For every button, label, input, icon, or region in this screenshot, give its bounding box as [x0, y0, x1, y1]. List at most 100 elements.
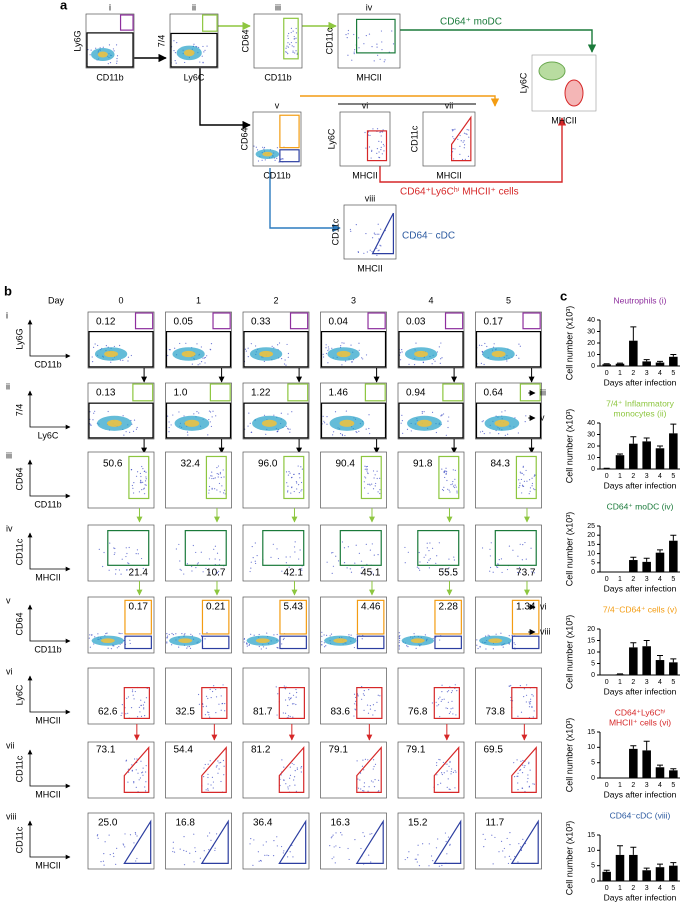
- event-dot: [244, 348, 247, 350]
- event-dot: [398, 640, 401, 642]
- event-dot: [507, 433, 509, 435]
- event-dot: [285, 783, 287, 785]
- bar: [655, 767, 665, 778]
- gate: [124, 635, 152, 650]
- error-bar: [657, 654, 663, 661]
- event-dot: [446, 707, 449, 710]
- event-dot: [374, 474, 376, 476]
- event-dot: [348, 634, 350, 636]
- event-dot: [201, 55, 203, 57]
- event-dot: [136, 549, 139, 551]
- event-dot: [508, 635, 510, 637]
- event-dot: [446, 786, 448, 788]
- event-dot: [143, 487, 145, 489]
- gate: [209, 383, 231, 402]
- axis-label: CD64: [239, 127, 249, 150]
- event-dot: [203, 51, 205, 53]
- event-dot: [90, 424, 92, 426]
- event-dot: [171, 644, 173, 646]
- y-tick-label: 30: [587, 431, 595, 438]
- event-dot: [93, 643, 95, 645]
- event-dot: [449, 788, 451, 791]
- event-dot: [451, 768, 453, 770]
- gate: [433, 745, 460, 794]
- event-dot: [377, 779, 380, 781]
- event-dot: [357, 695, 359, 697]
- event-dot: [377, 250, 379, 252]
- gate-percentage: 81.7: [253, 707, 273, 718]
- event-dot: [452, 771, 455, 773]
- side-label: v: [540, 412, 545, 422]
- event-dot: [454, 469, 456, 471]
- event-dot: [372, 714, 374, 716]
- event-dot: [489, 432, 491, 434]
- event-dot: [380, 30, 383, 32]
- event-dot: [295, 688, 297, 691]
- event-dot: [392, 43, 395, 45]
- event-dot: [204, 763, 206, 766]
- event-dot: [334, 411, 337, 413]
- event-dot: [115, 44, 118, 46]
- gate-percentage: 5.43: [284, 602, 304, 613]
- event-dot: [291, 411, 293, 413]
- x-tick-label: 5: [671, 885, 675, 892]
- event-dot: [362, 759, 364, 761]
- event-dot: [112, 48, 115, 50]
- event-dot: [453, 158, 455, 160]
- event-dot: [497, 566, 499, 568]
- event-dot: [282, 158, 284, 160]
- gate: [279, 114, 300, 149]
- event-dot: [287, 474, 290, 476]
- bar: [642, 441, 651, 469]
- event-dot: [483, 432, 485, 435]
- density-peak: [100, 638, 115, 644]
- event-dot: [121, 712, 123, 714]
- event-dot: [366, 465, 368, 468]
- event-dot: [448, 489, 450, 491]
- event-dot: [88, 637, 90, 639]
- event-dot: [325, 634, 328, 636]
- event-dot: [125, 713, 127, 715]
- event-dot: [286, 51, 288, 53]
- event-dot: [283, 363, 286, 365]
- gate: [355, 819, 384, 865]
- event-dot: [131, 689, 134, 691]
- event-dot: [213, 477, 215, 480]
- event-dot: [211, 471, 213, 473]
- day-number: 4: [428, 295, 433, 305]
- event-dot: [452, 485, 455, 487]
- axis-label: CD11c: [14, 755, 24, 782]
- event-dot: [286, 574, 289, 576]
- event-dot: [463, 147, 465, 149]
- event-dot: [220, 476, 222, 479]
- event-dot: [456, 492, 458, 494]
- event-dot: [521, 559, 523, 561]
- event-dot: [107, 63, 109, 65]
- event-dot: [89, 634, 91, 636]
- event-dot: [294, 551, 296, 553]
- event-dot: [321, 635, 323, 637]
- event-dot: [301, 569, 303, 571]
- event-dot: [431, 702, 434, 704]
- event-dot: [211, 690, 214, 693]
- event-dot: [287, 786, 289, 788]
- event-dot: [141, 489, 143, 491]
- event-dot: [204, 49, 206, 51]
- event-dot: [518, 566, 521, 569]
- event-dot: [442, 489, 445, 492]
- event-dot: [296, 482, 298, 484]
- event-dot: [301, 489, 303, 491]
- event-dot: [428, 865, 430, 867]
- event-dot: [355, 431, 357, 433]
- event-dot: [377, 54, 379, 56]
- event-dot: [454, 484, 456, 486]
- event-dot: [369, 134, 371, 137]
- gate: [88, 331, 154, 368]
- event-dot: [107, 647, 109, 649]
- gate-percentage: 0.05: [174, 317, 194, 328]
- event-dot: [454, 770, 456, 772]
- event-dot: [354, 839, 356, 841]
- event-dot: [517, 772, 519, 774]
- event-dot: [443, 698, 445, 700]
- event-dot: [368, 33, 371, 35]
